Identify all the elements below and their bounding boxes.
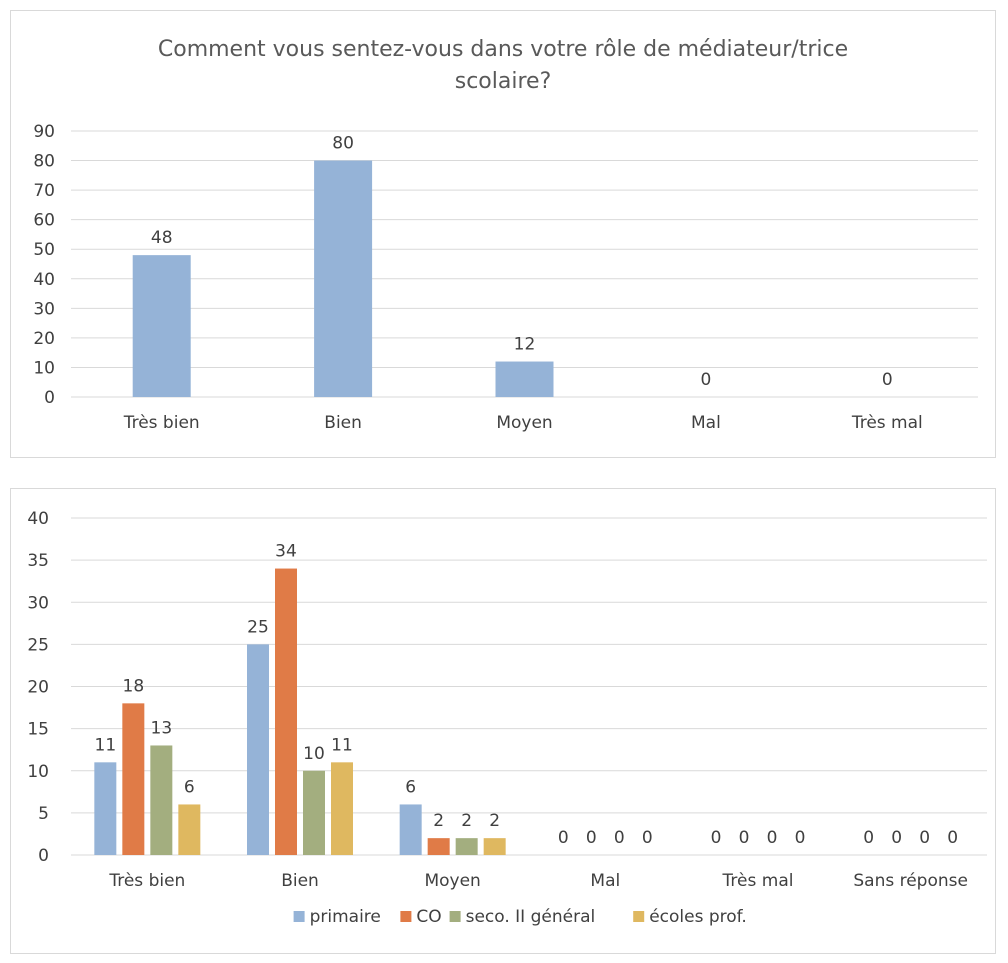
x-tick-label: Très mal [851, 413, 923, 433]
data-label: 0 [891, 828, 902, 848]
bar [399, 804, 422, 855]
x-tick-label: Sans réponse [853, 871, 968, 891]
data-label: 11 [331, 735, 353, 755]
data-label: 0 [700, 370, 711, 390]
legend-swatch [293, 911, 305, 922]
x-tick-label: Mal [691, 413, 721, 433]
y-tick-label: 25 [27, 635, 49, 655]
legend-swatch [633, 911, 645, 922]
data-label: 0 [558, 828, 569, 848]
y-tick-label: 20 [27, 678, 49, 698]
bar [455, 838, 478, 855]
y-tick-label: 5 [38, 804, 49, 824]
x-tick-label: Moyen [496, 413, 552, 433]
data-label: 0 [795, 828, 806, 848]
bar [331, 762, 353, 855]
data-label: 25 [247, 617, 269, 637]
data-label: 0 [767, 828, 778, 848]
x-tick-label: Mal [590, 871, 620, 891]
data-label: 6 [405, 777, 416, 797]
data-label: 80 [332, 134, 354, 154]
data-label: 0 [863, 828, 874, 848]
legend-label: CO [416, 907, 441, 927]
data-label: 0 [947, 828, 958, 848]
data-label: 0 [711, 828, 722, 848]
data-label: 11 [95, 735, 117, 755]
bar [247, 644, 269, 855]
y-tick-label: 10 [33, 358, 55, 378]
x-tick-label: Très bien [123, 413, 200, 433]
bar [303, 770, 325, 855]
x-tick-label: Bien [281, 871, 319, 891]
y-tick-label: 35 [27, 551, 49, 571]
data-label: 2 [461, 811, 472, 831]
y-tick-label: 70 [33, 181, 55, 201]
data-label: 13 [151, 718, 173, 738]
chart-title-line-2: scolaire? [454, 69, 552, 94]
legend-swatch [400, 911, 412, 922]
x-tick-label: Très mal [722, 871, 794, 891]
legend-swatch [449, 911, 461, 922]
data-label: 18 [123, 676, 145, 696]
data-label: 2 [433, 811, 444, 831]
y-tick-label: 0 [38, 846, 49, 866]
data-label: 48 [151, 228, 173, 248]
data-label: 0 [739, 828, 750, 848]
bar [314, 160, 373, 397]
data-label: 12 [514, 335, 536, 355]
chart-title-line-1: Comment vous sentez-vous dans votre rôle… [157, 37, 849, 62]
x-tick-label: Moyen [424, 871, 480, 891]
bar [122, 703, 145, 855]
data-label: 0 [586, 828, 597, 848]
y-tick-label: 40 [33, 270, 55, 290]
y-tick-label: 40 [27, 509, 49, 529]
y-tick-label: 90 [33, 122, 55, 142]
data-label: 0 [614, 828, 625, 848]
data-label: 0 [642, 828, 653, 848]
y-tick-label: 60 [33, 211, 55, 231]
y-tick-label: 80 [33, 152, 55, 172]
bar [275, 568, 297, 855]
y-tick-label: 30 [33, 299, 55, 319]
legend-label: écoles prof. [649, 907, 747, 927]
chart-1: Comment vous sentez-vous dans votre rôle… [10, 10, 996, 458]
bar [150, 745, 173, 855]
y-tick-label: 20 [33, 329, 55, 349]
y-tick-label: 50 [33, 240, 55, 260]
data-label: 34 [275, 542, 297, 562]
y-tick-label: 30 [27, 593, 49, 613]
legend-label: seco. II général [466, 907, 596, 927]
y-tick-label: 15 [27, 720, 49, 740]
bar [483, 838, 506, 855]
legend-label: primaire [310, 907, 381, 927]
y-tick-label: 0 [44, 388, 55, 408]
data-label: 0 [919, 828, 930, 848]
data-label: 6 [184, 777, 195, 797]
data-label: 0 [882, 370, 893, 390]
bar [495, 361, 554, 397]
x-tick-label: Bien [324, 413, 362, 433]
chart-1-plot: 0 10 20 30 40 50 60 70 80 90 48 Très bien 80 Bien 12 Mo… [33, 122, 978, 433]
data-label: 2 [489, 811, 500, 831]
bar [94, 762, 117, 855]
chart-2: 0 5 10 15 20 25 30 35 40 11 18 13 6 Très bien 25 34 10 11… [10, 488, 996, 954]
bar [178, 804, 201, 855]
y-tick-label: 10 [27, 762, 49, 782]
x-tick-label: Très bien [108, 871, 185, 891]
data-label: 10 [303, 744, 325, 764]
bar [132, 255, 191, 397]
bar [427, 838, 450, 855]
